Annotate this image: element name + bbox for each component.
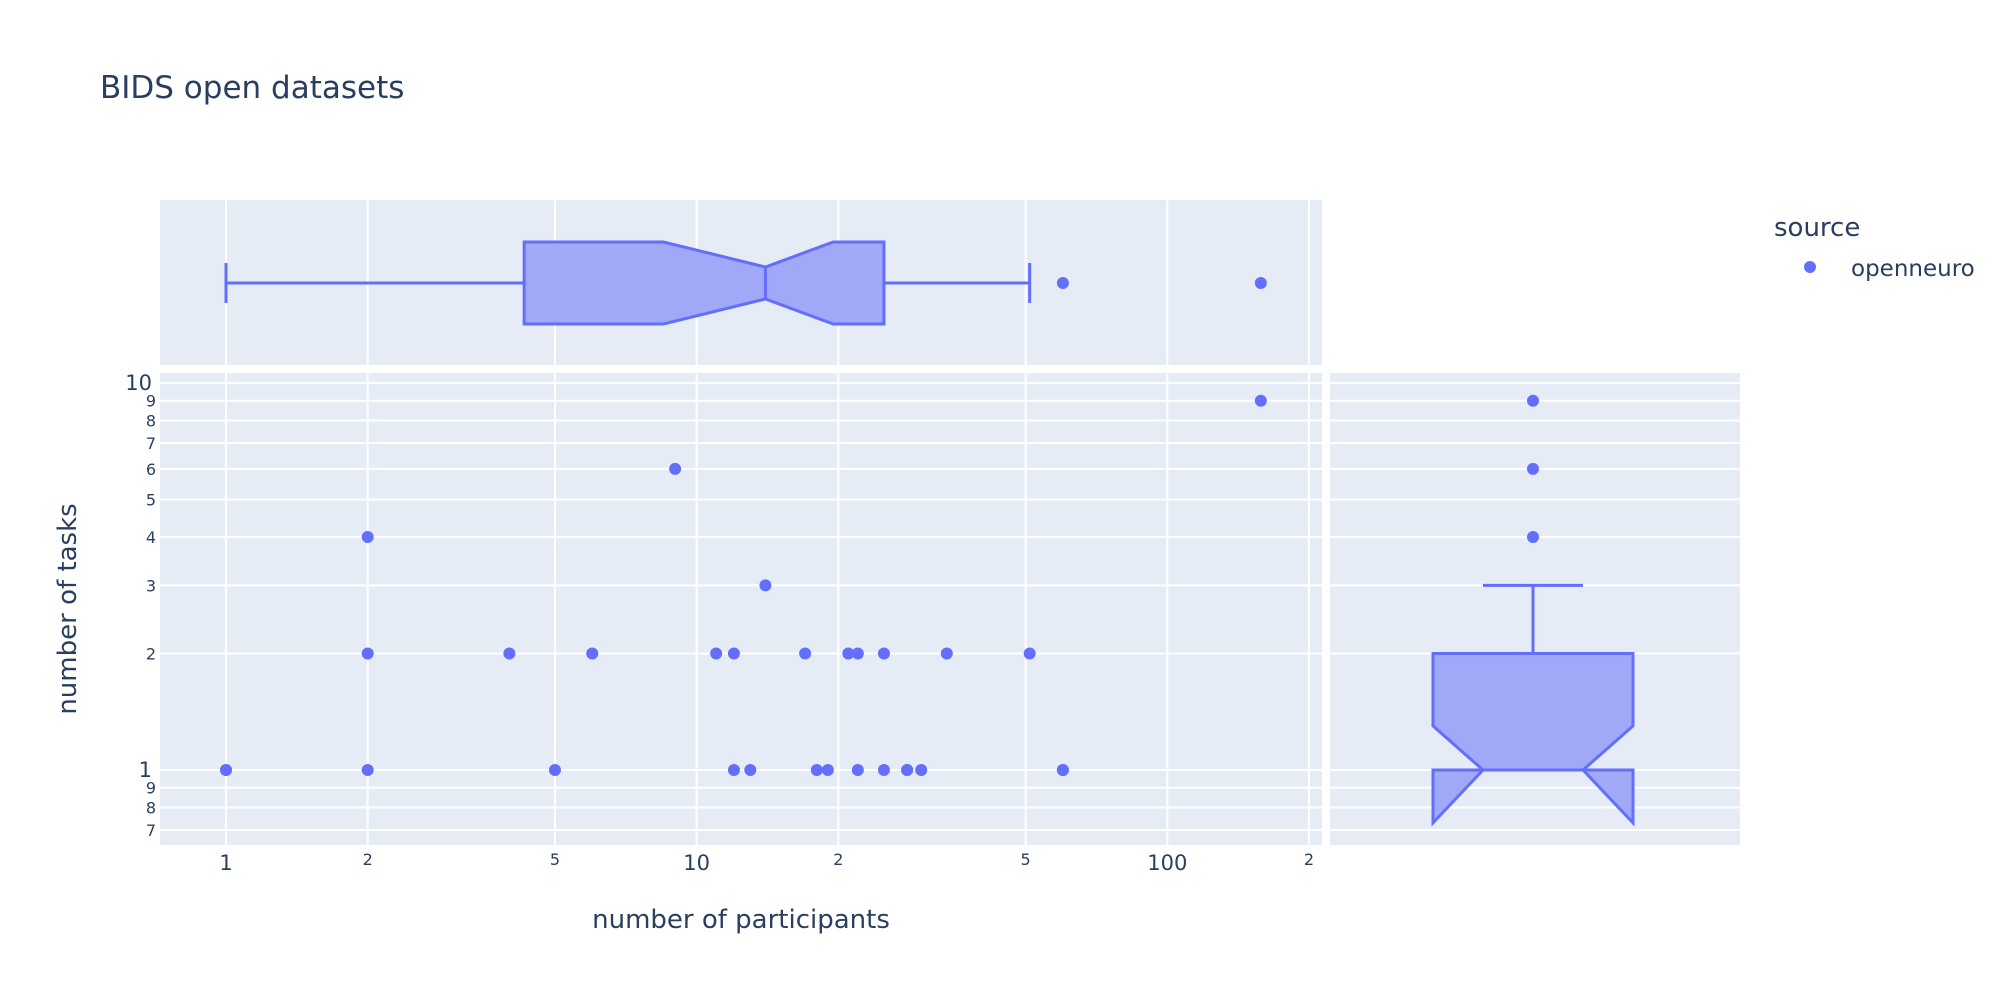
y-tick-label-minor: 2 xyxy=(146,645,156,664)
x-tick-label-minor: 5 xyxy=(550,850,560,869)
y-tick-label-minor: 4 xyxy=(146,528,156,547)
scatter-point xyxy=(1023,647,1036,660)
x-tick-label-minor: 5 xyxy=(1021,850,1031,869)
chart-title: BIDS open datasets xyxy=(100,70,404,106)
scatter-point xyxy=(1056,764,1069,776)
y-tick-label-minor: 8 xyxy=(146,412,156,431)
y-box-outlier xyxy=(1527,394,1539,407)
scatter-points xyxy=(220,394,1267,776)
x-tick-label: 100 xyxy=(1147,851,1187,875)
scatter-point xyxy=(548,764,561,776)
x-tick-label: 10 xyxy=(683,851,710,875)
y-tick-label-minor: 8 xyxy=(146,799,156,818)
scatter-point xyxy=(877,764,890,776)
x-box-outlier xyxy=(1056,277,1069,289)
scatter-point xyxy=(361,764,374,776)
scatter-point xyxy=(851,764,864,776)
scatter-point xyxy=(503,647,516,660)
scatter-point xyxy=(744,764,757,776)
scatter-point xyxy=(810,764,823,776)
scatter-point xyxy=(586,647,599,660)
scatter-point xyxy=(799,647,812,660)
scatter-point xyxy=(940,647,953,660)
scatter-point xyxy=(669,462,682,475)
legend: source openneuro xyxy=(1774,213,1975,282)
y-box-outlier xyxy=(1527,462,1539,475)
y-tick-label-minor: 7 xyxy=(146,434,156,453)
y-box-outlier xyxy=(1527,531,1539,544)
marginal-x-box xyxy=(224,240,1267,326)
legend-title: source xyxy=(1774,213,1860,243)
y-axis-title: number of tasks xyxy=(53,503,83,714)
y-tick-label-minor: 3 xyxy=(146,576,156,595)
scatter-point xyxy=(1254,394,1267,407)
x-axis-title: number of participants xyxy=(592,905,890,935)
y-tick-label-minor: 9 xyxy=(146,779,156,798)
scatter-point xyxy=(842,647,855,660)
legend-marker[interactable] xyxy=(1804,261,1816,273)
x-tick-label: 1 xyxy=(219,851,232,875)
gridlines xyxy=(160,200,1740,845)
scatter-point xyxy=(877,647,890,660)
scatter-point xyxy=(220,764,232,776)
x-tick-labels: 1 10 100 2 5 2 5 2 xyxy=(219,850,1314,875)
y-tick-label-minor: 5 xyxy=(146,490,156,509)
scatter-point xyxy=(361,531,374,544)
x-tick-label-minor: 2 xyxy=(363,850,373,869)
y-tick-label-minor: 6 xyxy=(146,460,156,479)
x-tick-label-minor: 2 xyxy=(1304,850,1314,869)
y-tick-label-minor: 7 xyxy=(146,821,156,840)
scatter-point xyxy=(759,579,772,592)
scatter-point xyxy=(821,764,834,776)
y-tick-label: 1 xyxy=(139,758,152,782)
scatter-point xyxy=(851,647,864,660)
y-tick-label: 10 xyxy=(125,371,152,395)
scatter-point xyxy=(361,647,374,660)
x-tick-label-minor: 2 xyxy=(833,850,843,869)
scatter-point xyxy=(915,764,928,776)
scatter-point xyxy=(727,764,740,776)
main-plot-area xyxy=(160,373,1322,845)
scatter-point xyxy=(901,764,914,776)
marginal-y-box xyxy=(1431,394,1635,827)
y-tick-label-minor: 9 xyxy=(146,392,156,411)
scatter-point xyxy=(710,647,723,660)
legend-entry-openneuro[interactable]: openneuro xyxy=(1851,256,1975,282)
x-box-body xyxy=(522,240,886,326)
x-box-outlier xyxy=(1254,277,1267,289)
scatter-point xyxy=(727,647,740,660)
